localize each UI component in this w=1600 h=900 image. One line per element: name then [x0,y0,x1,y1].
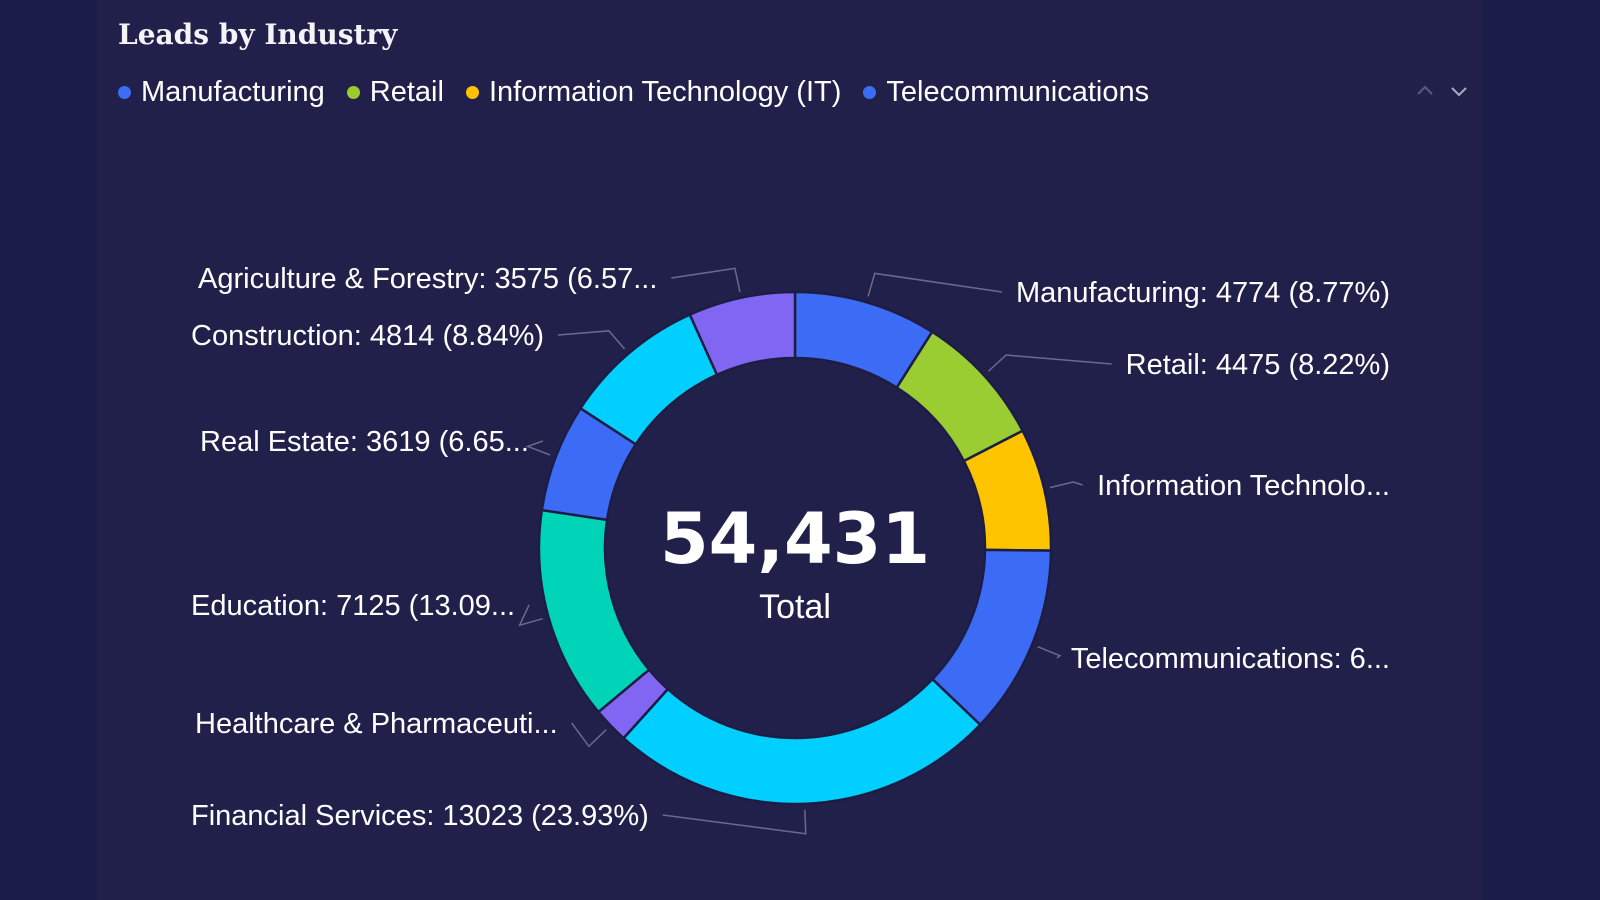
data-label-education: Education: 7125 (13.09... [191,590,515,622]
data-label-agriculture-forestry: Agriculture & Forestry: 3575 (6.57... [198,263,657,295]
data-label-healthcare-pharmaceuticals: Healthcare & Pharmaceuti... [195,708,558,740]
center-total-label: Total [759,588,831,626]
data-label-information-technology-it: Information Technolo... [1097,470,1390,502]
legend-item-telecommunications[interactable]: Telecommunications [863,76,1149,109]
chevron-up-icon[interactable] [1416,82,1434,100]
legend-label: Manufacturing [141,75,325,108]
legend-item-retail[interactable]: Retail [346,75,444,109]
chart-title: Leads by Industry [118,18,398,51]
data-label-telecommunications: Telecommunications: 6... [1071,643,1390,675]
leader-line-construction [557,330,626,350]
donut-slice-education[interactable] [537,508,651,714]
leader-line-retail [987,354,1112,372]
donut-slice-agriculture-forestry[interactable] [688,290,797,377]
donut-slice-financial-services[interactable] [621,677,982,806]
leader-line-manufacturing [867,272,1003,297]
legend-dot [118,85,131,99]
chart-legend: Manufacturing Retail Information Technol… [118,72,1171,112]
legend-item-it[interactable]: Information Technology (IT) [465,75,842,109]
data-label-manufacturing: Manufacturing: 4774 (8.77%) [1016,277,1390,309]
data-label-financial-services: Financial Services: 13023 (23.93%) [191,800,649,832]
leader-line-healthcare-pharmaceuticals [571,722,607,748]
legend-dot [346,85,360,99]
leader-line-information-technology-it [1049,481,1083,489]
data-label-retail: Retail: 4475 (8.22%) [1126,349,1390,381]
leader-line-agriculture-forestry [671,267,741,293]
leader-line-education [518,604,543,627]
legend-pager [1416,82,1468,100]
legend-label: Information Technology (IT) [488,75,842,108]
data-label-construction: Construction: 4814 (8.84%) [191,320,544,352]
legend-dot [465,85,479,99]
legend-label: Telecommunications [886,75,1150,108]
leader-line-telecommunications [1037,645,1062,659]
leader-line-real-estate [525,440,551,456]
leader-line-financial-services [662,809,807,835]
center-total-value: 54,431 [660,498,930,580]
legend-label: Retail [369,75,444,108]
chevron-down-icon[interactable] [1450,82,1468,100]
data-label-real-estate: Real Estate: 3619 (6.65... [200,426,529,458]
legend-dot [863,85,877,99]
legend-item-manufacturing[interactable]: Manufacturing [118,76,325,109]
